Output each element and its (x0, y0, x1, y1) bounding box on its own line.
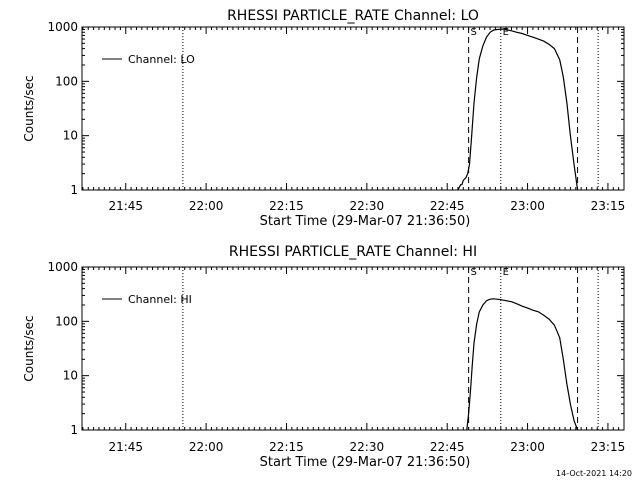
chart-panel-lo: RHESSI PARTICLE_RATE Channel: LO 1 10 100 10… (22, 8, 625, 229)
y-tick-label: 10 (63, 129, 78, 143)
plot-frame (81, 26, 625, 191)
x-tick-label: 22:30 (350, 440, 385, 454)
legend-label: Channel: HI (128, 293, 192, 306)
y-tick-label: 100 (55, 74, 78, 88)
x-tick-label: 23:00 (510, 199, 545, 213)
y-tick-label: 1 (70, 423, 78, 437)
x-tick-label: 22:30 (350, 199, 385, 213)
x-tick-label: 23:15 (591, 199, 626, 213)
x-axis-label: Start Time (29-Mar-07 21:36:50) (260, 455, 471, 470)
y-tick-label: 1 (70, 183, 78, 197)
y-tick-label: 1000 (47, 20, 78, 34)
marker-label: E (503, 267, 509, 278)
y-tick-label: 100 (55, 314, 78, 328)
x-tick-label: 21:45 (108, 440, 143, 454)
series-line (466, 298, 579, 431)
y-tick-label: 1000 (47, 260, 78, 274)
y-tick-label: 10 (63, 369, 78, 383)
x-tick-label: 22:15 (269, 440, 304, 454)
y-axis-label: Counts/sec (22, 75, 36, 141)
x-axis-label: Start Time (29-Mar-07 21:36:50) (260, 214, 471, 229)
marker-label: S (470, 267, 476, 278)
x-tick-label: 23:00 (510, 440, 545, 454)
x-tick-label: 22:00 (189, 440, 224, 454)
plot-frame (81, 266, 625, 431)
x-tick-label: 22:45 (430, 199, 465, 213)
chart-title: RHESSI PARTICLE_RATE Channel: HI (229, 244, 477, 260)
x-tick-label: 21:45 (108, 199, 143, 213)
y-axis-label: Counts/sec (22, 315, 36, 381)
marker-label: E (503, 27, 509, 38)
legend-label: Channel: LO (128, 53, 195, 66)
chart-panel-hi: RHESSI PARTICLE_RATE Channel: HI 1 10 100 10… (22, 244, 625, 470)
series-line (457, 28, 579, 191)
marker-label: S (470, 27, 476, 38)
x-tick-label: 22:15 (269, 199, 304, 213)
x-tick-label: 22:00 (189, 199, 224, 213)
chart-title: RHESSI PARTICLE_RATE Channel: LO (227, 8, 479, 24)
timestamp: 14-Oct-2021 14:20 (556, 469, 632, 478)
x-tick-label: 23:15 (591, 440, 626, 454)
x-tick-label: 22:45 (430, 440, 465, 454)
